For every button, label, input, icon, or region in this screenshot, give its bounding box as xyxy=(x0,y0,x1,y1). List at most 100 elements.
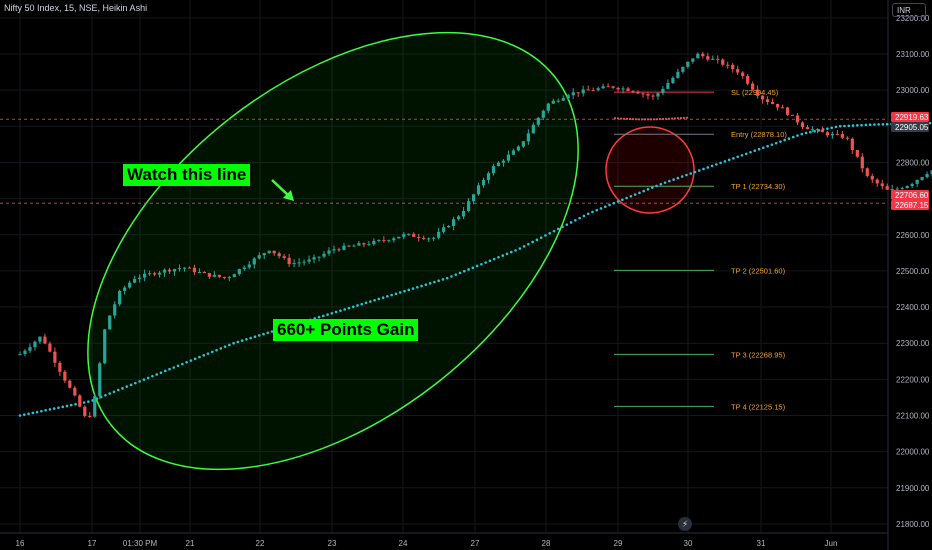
ma-dot xyxy=(631,118,635,121)
candle-body xyxy=(751,83,755,90)
ma-dot xyxy=(87,400,90,403)
lightning-icon[interactable]: ⚡ xyxy=(678,517,692,531)
candle-body xyxy=(561,98,565,101)
candle-body xyxy=(711,58,715,60)
x-tick-label: Jun xyxy=(825,539,838,548)
ma-dot xyxy=(61,405,65,409)
ma-dot xyxy=(578,216,581,220)
candle-body xyxy=(332,249,336,251)
ma-dot xyxy=(317,315,321,319)
ma-dot xyxy=(386,295,389,298)
candle-body xyxy=(930,170,932,175)
ma-dot xyxy=(629,194,633,198)
ma-dot xyxy=(471,266,475,270)
ma-dot xyxy=(719,161,722,165)
x-tick-label: 01:30 PM xyxy=(123,539,158,548)
candle-body xyxy=(551,100,555,104)
ma-dot xyxy=(613,117,617,120)
ma-dot xyxy=(522,245,526,248)
ma-dot xyxy=(864,123,868,127)
candle-body xyxy=(736,69,740,73)
ma-dot xyxy=(753,149,757,153)
ma-dot xyxy=(437,279,440,283)
ma-dot xyxy=(779,140,782,143)
ma-dot xyxy=(441,278,445,281)
ma-dot xyxy=(556,227,560,231)
ma-dot xyxy=(569,221,573,224)
ma-dot xyxy=(539,236,543,239)
ma-dot xyxy=(322,314,325,318)
candle-body xyxy=(147,273,152,275)
ma-dot xyxy=(640,118,644,121)
ma-dot xyxy=(236,340,240,344)
ma-dot xyxy=(796,134,799,137)
candle-body xyxy=(267,250,271,254)
ma-dot xyxy=(670,117,674,120)
candle-body xyxy=(387,240,391,242)
candle-body xyxy=(721,59,725,65)
ma-dot xyxy=(591,210,594,214)
candle-body xyxy=(322,253,326,257)
candle-body xyxy=(222,276,226,278)
ma-dot xyxy=(373,298,376,302)
candle-body xyxy=(88,415,92,417)
candle-body xyxy=(666,83,670,89)
candle-body xyxy=(427,238,431,240)
candle-body xyxy=(33,341,37,348)
candle-body xyxy=(133,278,137,283)
candle-body xyxy=(407,233,411,235)
candle-body xyxy=(103,329,107,364)
candle-body xyxy=(820,129,825,133)
candle-body xyxy=(207,273,211,277)
candle-body xyxy=(466,201,471,212)
ma-dot xyxy=(637,118,641,121)
ma-dot xyxy=(706,166,710,169)
ma-dot xyxy=(206,352,210,355)
candle-body xyxy=(511,150,516,155)
y-tick-label: 22100.00 xyxy=(896,412,930,421)
ma-dot xyxy=(638,191,641,195)
level-label: TP 1 (22734.30) xyxy=(731,182,786,191)
ma-dot xyxy=(394,292,398,296)
ma-dot xyxy=(253,335,257,338)
ma-dot xyxy=(40,409,43,413)
candle-body xyxy=(626,88,630,91)
ma-dot xyxy=(881,122,885,126)
ma-dot xyxy=(834,125,838,129)
ma-dot xyxy=(685,173,688,177)
ma-dot xyxy=(676,176,680,180)
ma-dot xyxy=(210,350,214,354)
ma-dot xyxy=(661,117,665,121)
ma-dot xyxy=(129,383,133,387)
ma-dot xyxy=(625,196,628,200)
candle-body xyxy=(327,250,331,254)
candle-body xyxy=(835,133,839,135)
ma-dot xyxy=(804,131,808,135)
ma-dot xyxy=(868,123,872,127)
price-badge xyxy=(891,122,929,132)
candle-body xyxy=(855,149,859,157)
ma-dot xyxy=(108,392,112,395)
ma-dot xyxy=(642,189,646,193)
ma-dot xyxy=(172,366,176,369)
ma-dot xyxy=(121,387,124,390)
candle-body xyxy=(452,219,456,226)
candle-body xyxy=(770,101,775,104)
level-label: SL (22994.45) xyxy=(731,88,779,97)
candle-body xyxy=(641,93,645,95)
ma-dot xyxy=(655,184,658,188)
ma-dot xyxy=(509,250,513,254)
currency-selector[interactable]: INR xyxy=(892,3,926,17)
ma-dot xyxy=(565,223,569,226)
ma-dot xyxy=(69,403,73,407)
candle-body xyxy=(526,133,530,142)
ma-dot xyxy=(262,332,265,336)
ma-dot xyxy=(682,116,686,119)
candle-body xyxy=(23,350,27,355)
ma-dot xyxy=(245,338,248,341)
x-tick-label: 17 xyxy=(88,539,97,548)
ma-dot xyxy=(112,390,116,394)
candle-body xyxy=(790,114,795,116)
ma-dot xyxy=(659,182,663,186)
